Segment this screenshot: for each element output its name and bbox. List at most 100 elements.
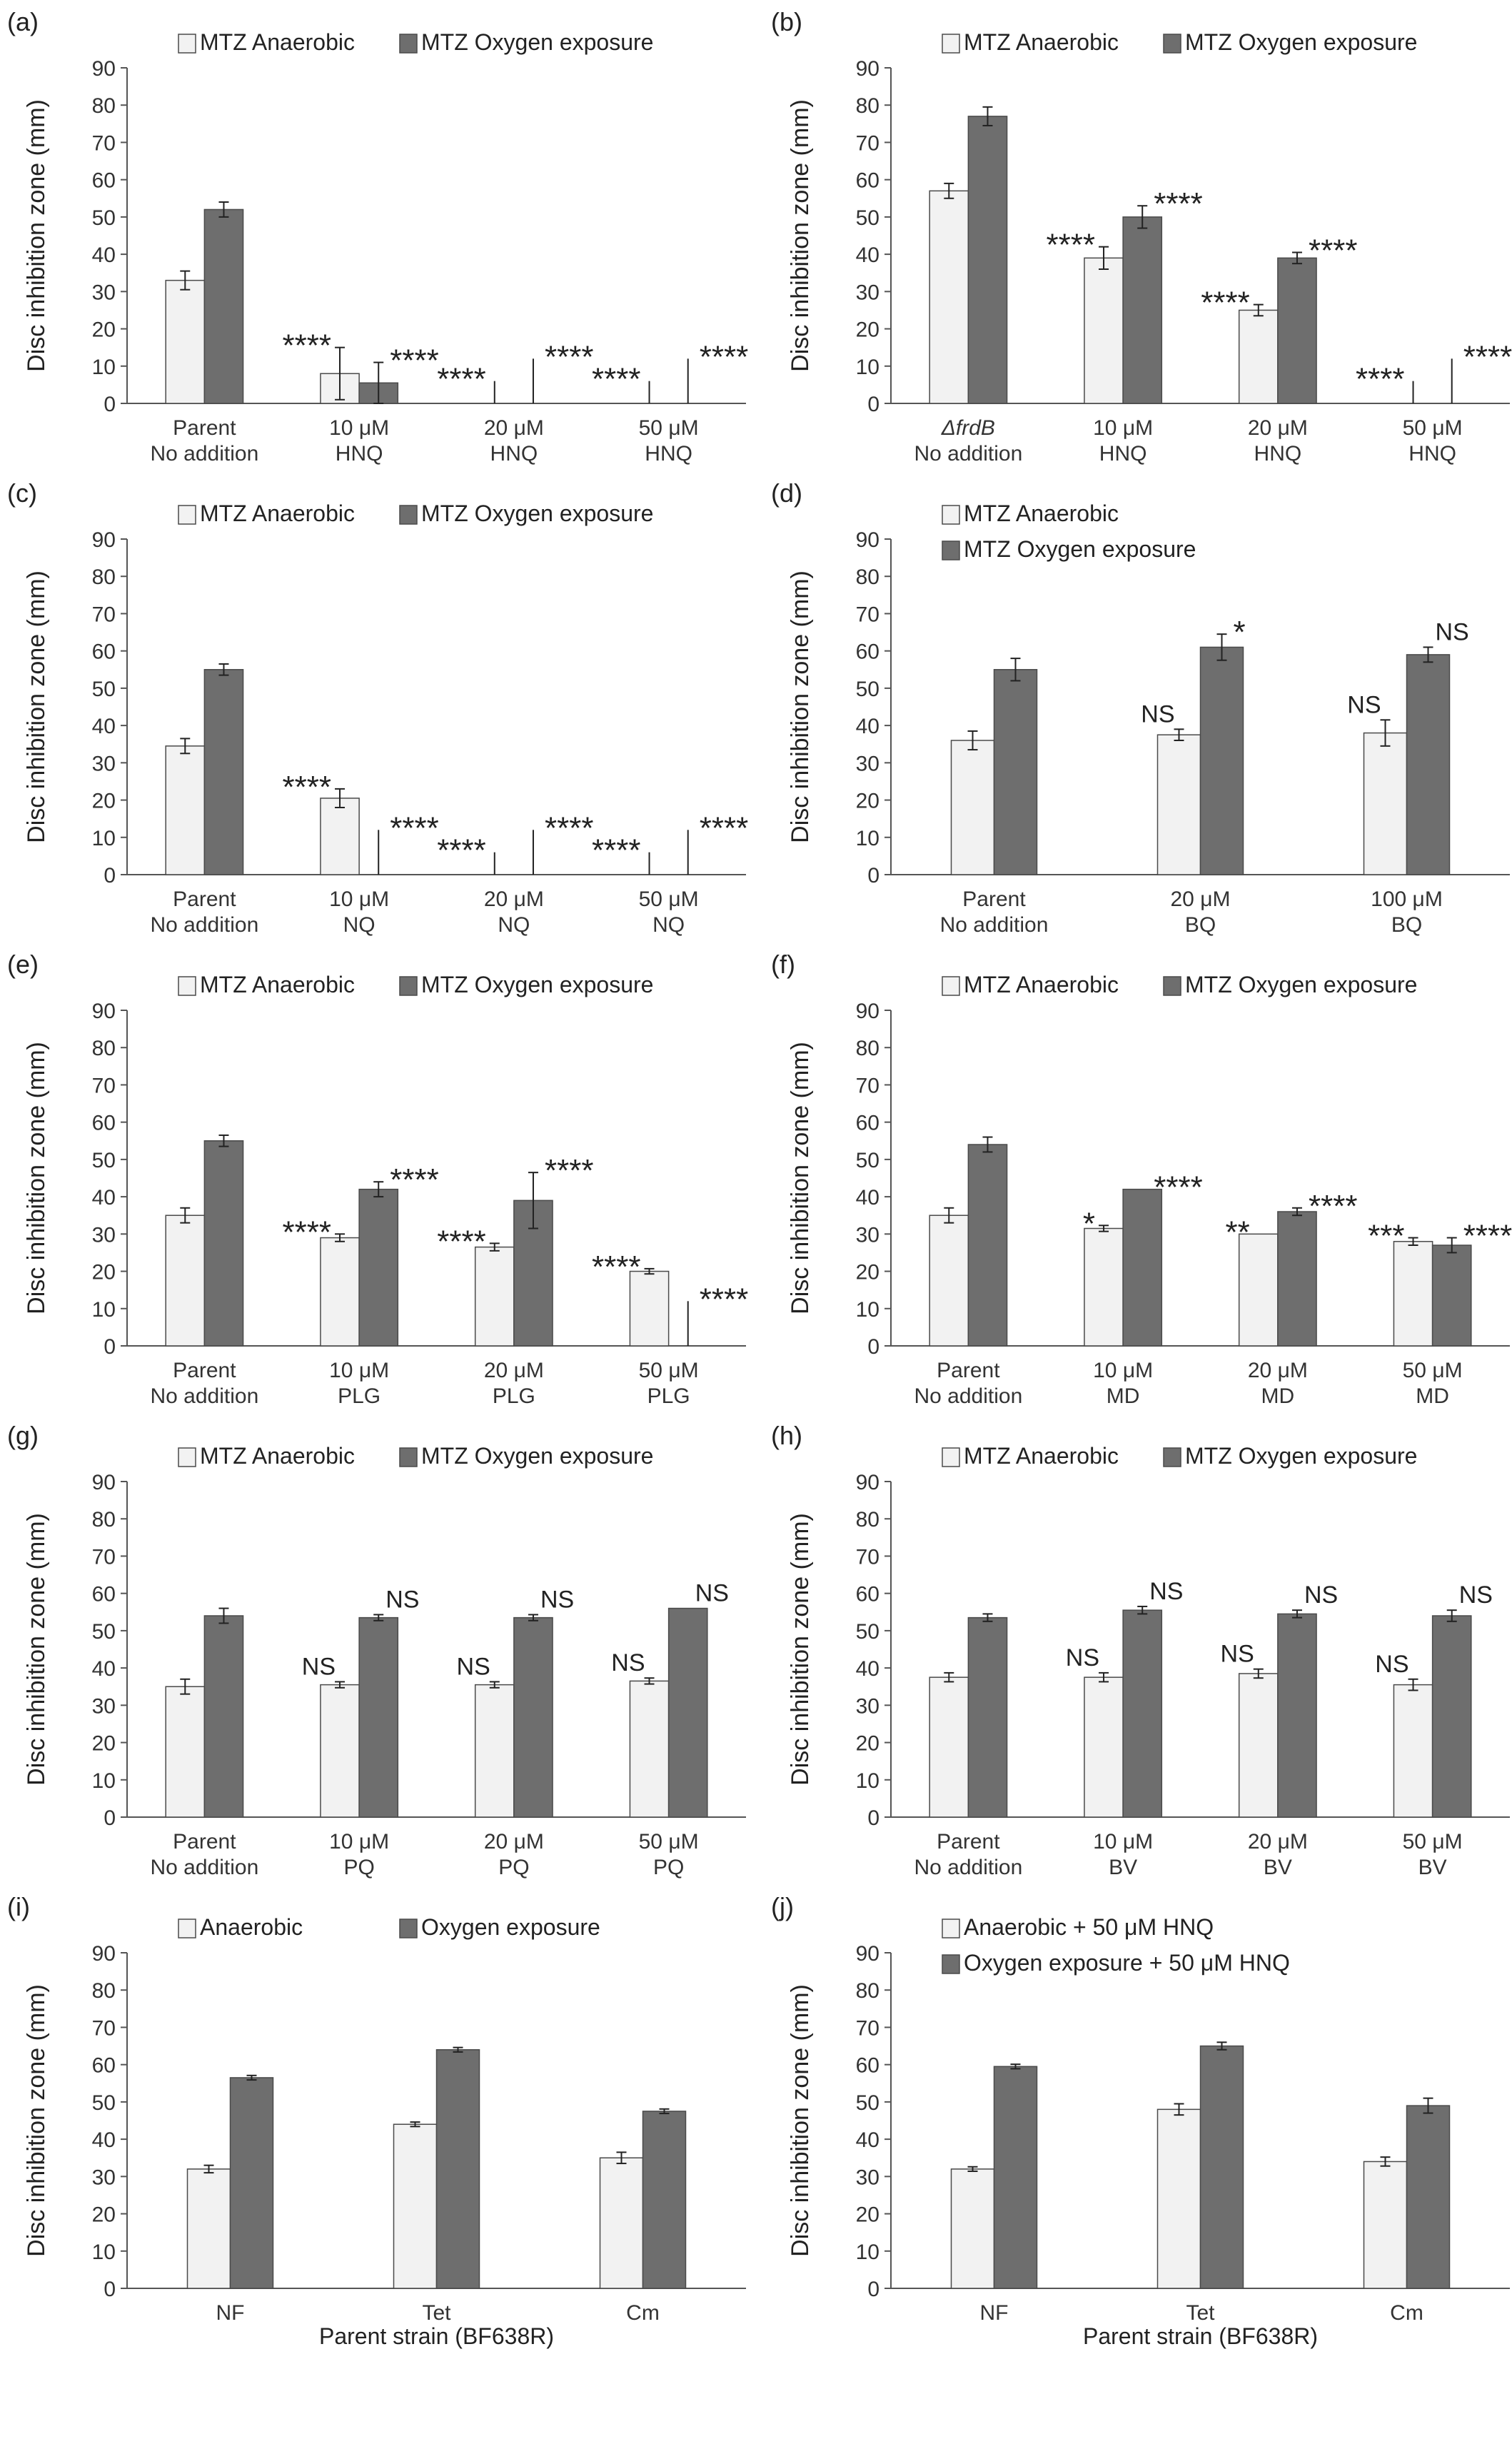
x-tick-label: 10 μM xyxy=(1093,1830,1153,1854)
x-tick-label: 50 μM xyxy=(639,416,699,440)
y-tick-label: 80 xyxy=(856,565,880,589)
chart-panel: Disc inhibition zone (mm) 0 10 20 30 40 50 60 70… xyxy=(787,501,1510,937)
bar-anaerobic xyxy=(1238,309,1279,404)
y-axis-label: Disc inhibition zone (mm) xyxy=(23,1042,50,1314)
y-tick-label: 40 xyxy=(92,243,116,267)
x-axis-label: Parent strain (BF638R) xyxy=(319,2323,554,2349)
y-tick-label: 60 xyxy=(856,1112,880,1135)
panel-label: (i) xyxy=(7,1892,30,1921)
x-tick-label: NQ xyxy=(652,913,685,937)
bar-oxygen xyxy=(967,1616,1008,1818)
significance-label: **** xyxy=(700,810,749,845)
y-axis-label: Disc inhibition zone (mm) xyxy=(787,1042,814,1314)
x-tick-label: NF xyxy=(980,2301,1009,2325)
y-tick-label: 90 xyxy=(92,1000,116,1023)
bar-anaerobic xyxy=(320,1237,360,1347)
y-tick-label: 90 xyxy=(856,57,880,81)
x-tick-label: HNQ xyxy=(1254,442,1302,466)
y-tick-label: 30 xyxy=(856,1694,880,1718)
x-tick-label: Cm xyxy=(626,2301,660,2325)
legend-swatch xyxy=(942,34,960,54)
y-tick-label: 20 xyxy=(856,790,880,813)
panel-label: (h) xyxy=(771,1421,802,1450)
legend-label: MTZ Oxygen exposure xyxy=(421,1443,653,1469)
legend-swatch xyxy=(1163,976,1181,996)
x-tick-label: PLG xyxy=(647,1384,690,1408)
legend-swatch xyxy=(399,505,418,525)
bar-anaerobic xyxy=(929,1676,969,1818)
x-tick-label: PQ xyxy=(498,1856,529,1879)
y-tick-label: 60 xyxy=(92,1112,116,1135)
y-tick-label: 70 xyxy=(92,1074,116,1097)
x-tick-label: BQ xyxy=(1391,913,1422,937)
significance-label: **** xyxy=(1047,228,1096,263)
significance-label: NS xyxy=(1304,1581,1338,1609)
y-tick-label: 60 xyxy=(92,2054,116,2078)
x-tick-label: HNQ xyxy=(1099,442,1147,466)
bar-oxygen xyxy=(993,669,1038,875)
x-tick-label: No addition xyxy=(940,913,1049,937)
y-tick-label: 0 xyxy=(867,393,880,416)
legend-swatch xyxy=(942,976,960,996)
y-tick-label: 70 xyxy=(92,2016,116,2040)
bar-oxygen xyxy=(513,1616,553,1818)
significance-label: **** xyxy=(283,770,332,805)
bar-oxygen xyxy=(1431,1615,1472,1818)
y-tick-label: 20 xyxy=(92,2203,116,2227)
x-tick-label: 20 μM xyxy=(1248,416,1308,440)
y-tick-label: 60 xyxy=(856,2054,880,2078)
y-tick-label: 20 xyxy=(856,1261,880,1284)
legend-swatch xyxy=(178,1447,196,1467)
bar-oxygen xyxy=(203,1615,244,1818)
y-tick-label: 50 xyxy=(856,678,880,701)
y-tick-label: 90 xyxy=(92,57,116,81)
bar-anaerobic xyxy=(1084,257,1124,404)
y-tick-label: 80 xyxy=(856,1508,880,1532)
y-axis-label: Disc inhibition zone (mm) xyxy=(23,1984,50,2257)
bar-oxygen xyxy=(967,116,1008,404)
bar-oxygen xyxy=(642,2111,687,2289)
y-tick-label: 80 xyxy=(92,1037,116,1060)
chart-panel: Disc inhibition zone (mm) 0 10 20 30 40 50 60 70… xyxy=(23,501,749,937)
y-tick-label: 20 xyxy=(92,790,116,813)
legend-swatch xyxy=(1163,34,1181,54)
y-tick-label: 10 xyxy=(92,1298,116,1322)
x-tick-label: Parent xyxy=(173,1359,236,1382)
x-tick-label: 10 μM xyxy=(329,887,389,911)
y-tick-label: 50 xyxy=(92,1620,116,1644)
y-tick-label: 70 xyxy=(92,131,116,155)
y-tick-label: 0 xyxy=(867,2278,880,2301)
y-tick-label: 90 xyxy=(92,528,116,552)
legend-swatch xyxy=(399,34,418,54)
bar-anaerobic xyxy=(320,1684,360,1818)
x-tick-label: HNQ xyxy=(1408,442,1456,466)
x-tick-label: 20 μM xyxy=(484,1830,544,1854)
x-tick-label: ΔfrdB xyxy=(941,416,995,440)
bar-oxygen xyxy=(1277,1211,1317,1347)
y-tick-label: 50 xyxy=(856,1620,880,1644)
bar-anaerobic xyxy=(950,740,995,875)
bar-anaerobic xyxy=(1238,1233,1279,1347)
y-tick-label: 90 xyxy=(856,1000,880,1023)
y-tick-label: 0 xyxy=(867,864,880,887)
chart-panel: Disc inhibition zone (mm) 0 10 20 30 40 50 60 70… xyxy=(787,29,1512,466)
y-tick-label: 70 xyxy=(92,603,116,626)
y-tick-label: 40 xyxy=(92,2128,116,2152)
bar-oxygen xyxy=(993,2066,1038,2289)
bar-anaerobic xyxy=(1393,1684,1433,1818)
x-tick-label: No addition xyxy=(914,1856,1022,1879)
x-tick-label: BV xyxy=(1418,1856,1447,1879)
y-tick-label: 70 xyxy=(856,1545,880,1569)
y-axis-label: Disc inhibition zone (mm) xyxy=(787,99,814,372)
y-tick-label: 60 xyxy=(856,1583,880,1606)
bar-anaerobic xyxy=(320,798,360,875)
significance-label: NS xyxy=(1141,700,1174,728)
legend-swatch xyxy=(942,1919,960,1938)
x-tick-label: HNQ xyxy=(336,442,383,466)
significance-label: **** xyxy=(390,810,439,845)
significance-label: **** xyxy=(592,1249,641,1284)
x-tick-label: MD xyxy=(1416,1384,1449,1408)
x-tick-label: 20 μM xyxy=(484,1359,544,1382)
x-tick-label: 50 μM xyxy=(639,1359,699,1382)
y-tick-label: 10 xyxy=(92,356,116,379)
